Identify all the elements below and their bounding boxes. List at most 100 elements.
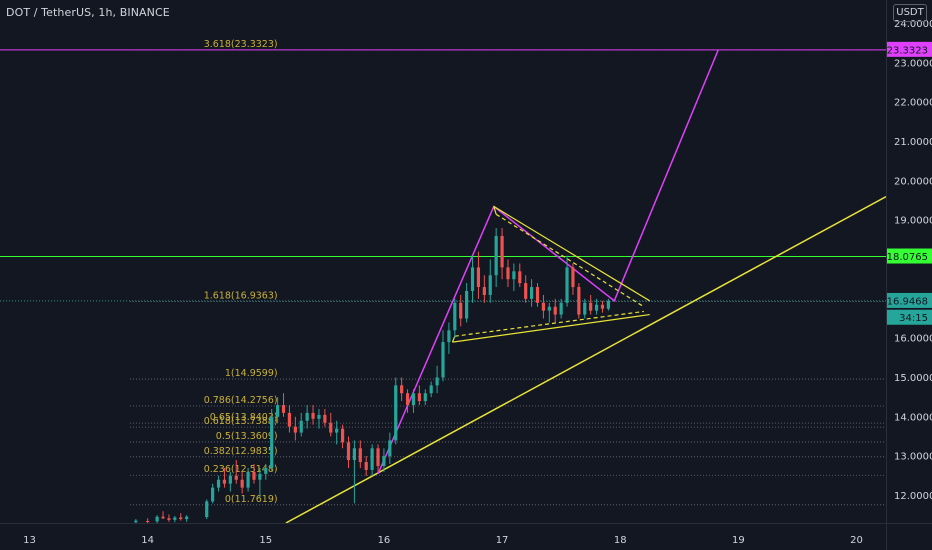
candle-body (311, 412, 315, 419)
candle-body (453, 302, 457, 331)
candle-body (541, 302, 546, 311)
price-badge (887, 41, 932, 57)
fib-level-label: 0(11.7619) (225, 494, 278, 505)
candle-body (559, 302, 563, 315)
candle-body (530, 287, 534, 299)
candle-body (600, 304, 605, 309)
candle-body (352, 448, 356, 461)
candle-body (205, 501, 209, 518)
candle-body (429, 385, 433, 394)
x-tick-label: 13 (23, 535, 36, 546)
candle-body (476, 267, 481, 288)
candle-body (329, 422, 333, 433)
triangle-apex-edge (493, 206, 497, 215)
candle-body (506, 267, 510, 280)
candle-body (246, 471, 250, 488)
y-tick-label: 20.0000 (894, 176, 932, 187)
triangle-upper-band-line (495, 213, 645, 308)
candle-body (323, 414, 327, 423)
candle-body (500, 235, 504, 268)
price-badge-label: 34:15 (899, 313, 928, 324)
x-tick-label: 18 (614, 535, 627, 546)
y-tick-label: 22.0000 (894, 98, 932, 109)
candle-body (211, 487, 215, 502)
candle-body (299, 420, 303, 433)
candle-body (583, 302, 587, 315)
candle-body (264, 467, 268, 474)
candle-body (447, 330, 451, 343)
yellow-rising-support-line (285, 195, 886, 523)
candle-body (216, 479, 221, 488)
candle-body (405, 393, 410, 406)
y-tick-label: 19.0000 (894, 216, 932, 227)
y-tick-label: 14.0000 (894, 412, 932, 423)
candle-body (276, 405, 280, 417)
candle-body (258, 473, 262, 480)
price-badge-label: 23.3323 (887, 45, 928, 56)
candle-body (400, 385, 404, 394)
candle-body (134, 520, 138, 523)
currency-selector[interactable]: USDT (893, 4, 927, 22)
fib-level-label: 3.618(23.3323) (204, 39, 278, 50)
candle-body (173, 517, 177, 520)
candle-body (459, 302, 463, 319)
y-tick-label: 15.0000 (894, 373, 932, 384)
fib-level-label: 0.5(13.3609) (216, 431, 278, 442)
candle-body (155, 516, 159, 522)
candle-body (518, 271, 522, 284)
price-badge (887, 292, 932, 308)
candle-body (287, 412, 292, 427)
candle-body (535, 287, 540, 303)
candle-body (364, 462, 368, 470)
candle-body (228, 475, 232, 484)
candle-body (571, 267, 575, 288)
candle-body (417, 393, 421, 402)
candle-body (441, 342, 445, 378)
triangle-lower-line (452, 313, 650, 343)
magenta-impulse-path-line (377, 49, 719, 475)
triangle-lower-band-line (454, 310, 644, 337)
candle-body (234, 475, 238, 480)
fib-level-label: 0.786(14.2756) (204, 395, 278, 406)
candle-body (346, 442, 351, 461)
x-tick-label: 15 (259, 535, 272, 546)
candle-body (270, 416, 274, 468)
x-tick-label: 17 (496, 535, 509, 546)
candle-body (293, 426, 297, 433)
candle-body (370, 448, 374, 470)
candle-body (589, 302, 593, 311)
fib-level-label: 1(14.9599) (225, 368, 278, 379)
candle-body (565, 267, 569, 303)
candle-body (167, 518, 171, 520)
candle-body (340, 428, 345, 443)
y-tick-label: 21.0000 (894, 137, 932, 148)
price-badge (887, 248, 932, 264)
candle-body (161, 516, 165, 519)
candle-body (553, 306, 557, 315)
fib-level-label: 0.382(12.9835) (204, 446, 278, 457)
candle-body (388, 440, 392, 457)
y-tick-label: 16.0000 (894, 334, 932, 345)
candle-body (179, 517, 183, 520)
y-tick-label: 24.0000 (894, 19, 932, 30)
candle-body (465, 290, 469, 319)
candle-body (435, 377, 439, 386)
fib-level-label: 0.236(12.5148) (204, 464, 278, 475)
candle-body (423, 393, 427, 402)
candle-body (376, 448, 380, 466)
candle-body (252, 471, 256, 480)
candle-body (494, 235, 498, 276)
candle-body (317, 414, 321, 419)
fib-level-label: 0.618(13.7388) (204, 416, 278, 427)
candle-body (305, 412, 309, 421)
candle-body (482, 287, 486, 295)
candle-body (411, 393, 416, 406)
candle-body (240, 479, 244, 488)
candle-body (524, 283, 528, 299)
candle-body (488, 275, 492, 295)
x-tick-label: 14 (141, 535, 154, 546)
x-tick-label: 19 (732, 535, 745, 546)
price-badge (887, 309, 932, 325)
plot-area: 3.618(23.3323) 1.618(16.9363) 1(14.9599) 0.… (0, 39, 886, 523)
